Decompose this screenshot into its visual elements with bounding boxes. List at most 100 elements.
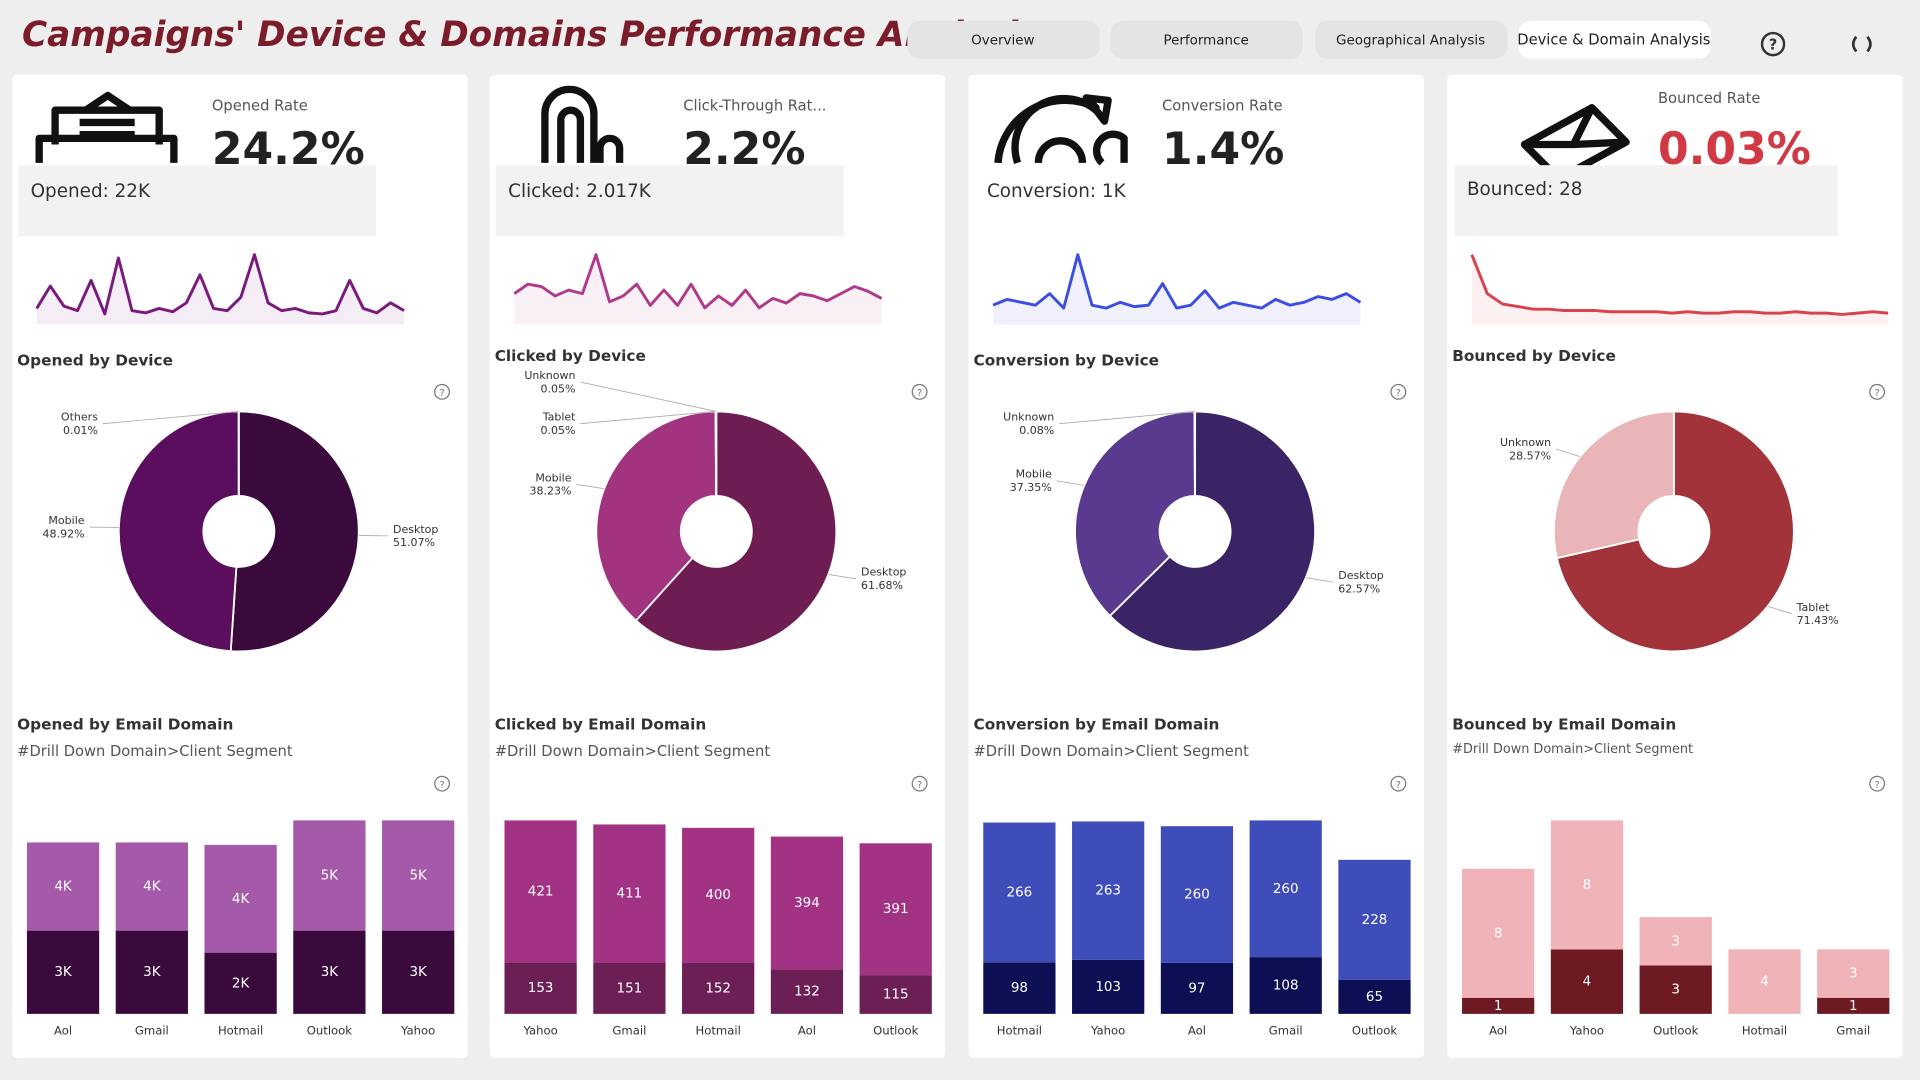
info-glyph: ? (1396, 388, 1401, 399)
bar-value-label: 411 (617, 887, 643, 902)
leader-line (1555, 448, 1581, 458)
bar-value-label: 3 (1671, 983, 1680, 998)
bar-value-label: 8 (1583, 878, 1592, 893)
info-icon (911, 383, 928, 400)
info-button[interactable]: ? (434, 775, 450, 792)
x-tick-label: Aol (798, 1024, 816, 1038)
info-button[interactable]: ? (911, 383, 928, 400)
tab-label: Geographical Analysis (1336, 33, 1485, 48)
slice-category: Desktop (1338, 569, 1383, 582)
info-button[interactable]: ? (1869, 775, 1886, 792)
bar-segment (293, 930, 366, 1014)
slice-value-label: 38.23% (529, 485, 571, 498)
chart-title: Bounced by Device (1452, 347, 1616, 365)
nav-tab[interactable]: Performance (1110, 20, 1303, 59)
info-glyph: ? (439, 388, 444, 399)
bar-segment (382, 930, 455, 1014)
slice-category: Tablet (1796, 601, 1830, 614)
leader-line (1767, 605, 1792, 615)
count-label: Bounced: 28 (1467, 179, 1583, 200)
pie-slice (117, 410, 240, 653)
info-icon (434, 775, 450, 792)
slice-category: Unknown (1003, 411, 1054, 424)
slice-category: Tablet (542, 411, 576, 424)
bar-segment (204, 952, 277, 1014)
tab-background (1315, 20, 1508, 59)
count-box (1454, 165, 1838, 237)
x-tick-label: Gmail (1269, 1024, 1303, 1038)
x-tick-label: Aol (1188, 1024, 1206, 1038)
bar-value-label: 152 (705, 981, 731, 996)
leader-line (576, 483, 605, 490)
nav-tab[interactable]: Geographical Analysis (1315, 20, 1508, 59)
bar-value-label: 115 (883, 987, 909, 1002)
x-tick-label: Outlook (1352, 1024, 1398, 1038)
bar-segment (770, 969, 844, 1014)
count-label: Clicked: 2.017K (508, 181, 652, 202)
bar-segment (1639, 917, 1712, 966)
pie-slice (1555, 410, 1795, 653)
info-button[interactable]: ? (1390, 775, 1407, 792)
leader-line (828, 573, 857, 580)
slice-value-label: 0.08% (1019, 424, 1054, 437)
info-button[interactable]: ? (434, 383, 450, 400)
info-button[interactable]: ? (1869, 383, 1886, 400)
bar-segment (1817, 997, 1890, 1014)
x-tick-label: Aol (54, 1024, 72, 1038)
bar-value-label: 3K (321, 965, 340, 980)
slice-category: Unknown (1500, 436, 1551, 449)
x-tick-label: Gmail (135, 1024, 169, 1038)
bar-segment (26, 842, 100, 931)
bar-value-label: 3K (143, 965, 162, 980)
bar-value-label: 151 (617, 981, 643, 996)
reset-button[interactable] (1851, 35, 1872, 53)
bar-segment (1160, 962, 1234, 1014)
bar-value-label: 3K (54, 965, 73, 980)
x-tick-label: Hotmail (997, 1024, 1042, 1038)
bar-value-label: 5K (321, 869, 340, 884)
page-title: Campaigns' Device & Domains Performance … (22, 15, 1038, 55)
bar-value-label: 1 (1849, 999, 1858, 1014)
nav-tab[interactable]: Overview (907, 20, 1100, 59)
bar-segment (504, 962, 577, 1014)
info-glyph: ? (917, 780, 922, 791)
info-button[interactable]: ? (911, 775, 928, 792)
help-button[interactable]: ? (1760, 31, 1786, 57)
kpi-header: Conversion Rate 1.4% (994, 94, 1284, 166)
kpi-header: Opened Rate 24.2% (35, 91, 365, 165)
bar-value-label: 3K (409, 965, 428, 980)
slice-value-label: 0.01% (63, 424, 98, 437)
kpi-icon (994, 94, 1128, 166)
kpi-value: 0.03% (1658, 124, 1811, 175)
bar-value-label: 8 (1494, 926, 1503, 941)
leader-line (1059, 411, 1195, 425)
pie-slice (1552, 410, 1675, 560)
info-icon (911, 775, 928, 792)
tab-label: Overview (971, 33, 1034, 48)
tab-label: Device & Domain Analysis (1517, 31, 1710, 48)
bar-value-label: 103 (1095, 980, 1121, 995)
count-label: Conversion: 1K (987, 181, 1127, 202)
info-icon (434, 383, 450, 400)
x-tick-label: Hotmail (218, 1024, 263, 1038)
nav-tab[interactable]: Device & Domain Analysis (1517, 20, 1711, 59)
bar-segment (204, 844, 277, 953)
chart-title: Conversion by Device (973, 352, 1159, 370)
bar-segment (770, 836, 844, 970)
pie-slice (595, 410, 718, 622)
bar-segment (293, 820, 366, 931)
bar-value-label: 3 (1849, 967, 1858, 982)
bar-segment (1072, 959, 1145, 1014)
bar-value-label: 132 (794, 985, 820, 1000)
chart-title: Opened by Device (17, 352, 173, 370)
info-button[interactable]: ? (1390, 383, 1407, 400)
bar-segment (1249, 957, 1322, 1014)
sparkline-area (514, 254, 882, 325)
bar-segment (1338, 979, 1411, 1014)
slice-value-label: 62.57% (1338, 583, 1380, 596)
slice-value-label: 51.07% (393, 536, 435, 549)
bar-segment (593, 962, 666, 1014)
info-glyph: ? (439, 780, 444, 791)
kpi-value: 2.2% (683, 124, 805, 175)
bar-segment (983, 962, 1056, 1014)
